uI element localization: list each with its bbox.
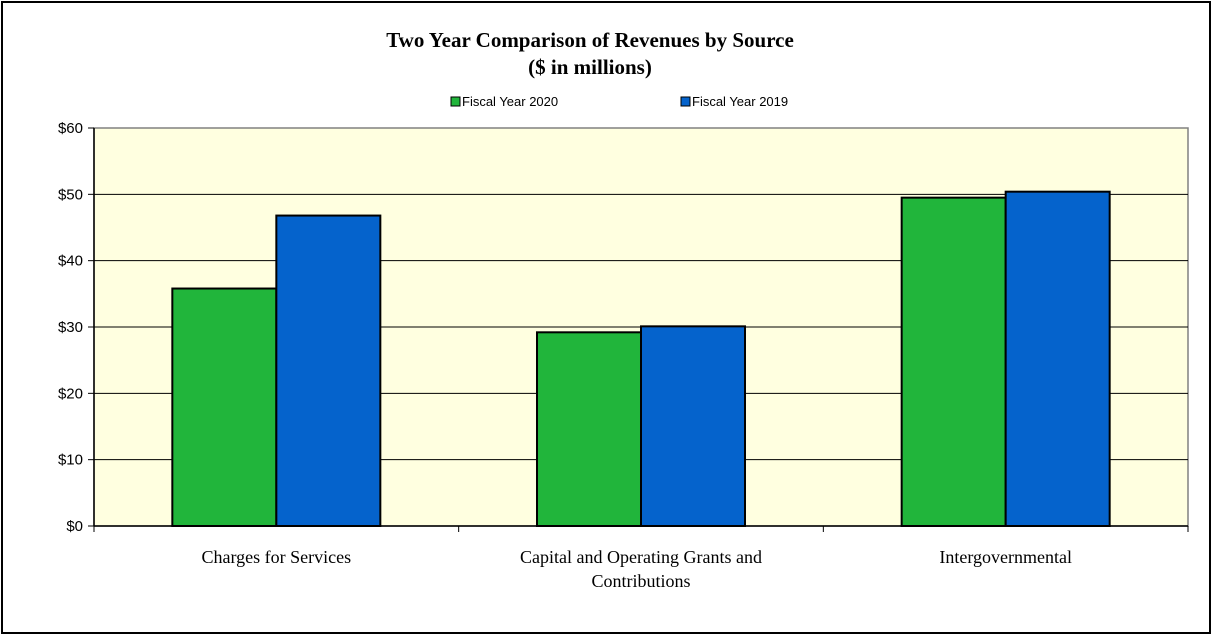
y-tick-label: $20 (58, 385, 83, 402)
chart-subtitle: ($ in millions) (528, 55, 652, 79)
y-tick-label: $0 (66, 518, 83, 535)
legend-swatch-fy2020 (451, 97, 460, 106)
bar-fy2019 (1006, 192, 1110, 526)
legend: Fiscal Year 2020 Fiscal Year 2019 (451, 94, 788, 109)
x-category-label: Capital and Operating Grants and (520, 547, 762, 567)
legend-swatch-fy2019 (681, 97, 690, 106)
x-category-label: Intergovernmental (939, 547, 1072, 567)
y-tick-label: $30 (58, 319, 83, 336)
bar-fy2019 (641, 326, 745, 526)
bar-fy2020 (537, 332, 641, 526)
chart-title: Two Year Comparison of Revenues by Sourc… (386, 28, 794, 52)
y-tick-label: $40 (58, 253, 83, 270)
legend-label-fy2020: Fiscal Year 2020 (462, 94, 558, 109)
bar-fy2020 (902, 198, 1006, 526)
legend-item-fy2019: Fiscal Year 2019 (681, 94, 788, 109)
x-category-label: Charges for Services (202, 547, 352, 567)
y-tick-label: $10 (58, 452, 83, 469)
y-tick-label: $50 (58, 186, 83, 203)
legend-item-fy2020: Fiscal Year 2020 (451, 94, 558, 109)
bar-fy2019 (276, 216, 380, 526)
bar-fy2020 (172, 289, 276, 526)
x-category-label: Contributions (591, 571, 690, 591)
y-tick-label: $60 (58, 120, 83, 137)
legend-label-fy2019: Fiscal Year 2019 (692, 94, 788, 109)
x-axis: Charges for Services Capital and Operatin… (94, 526, 1188, 591)
